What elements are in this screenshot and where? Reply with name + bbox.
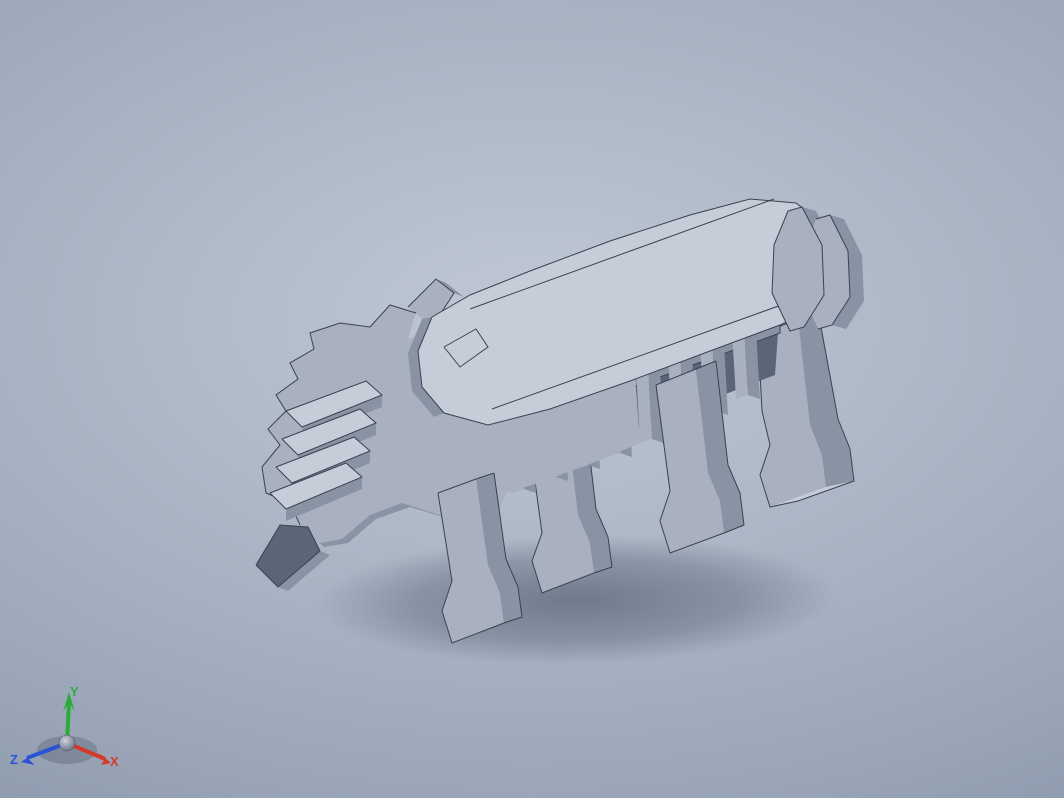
top-plate bbox=[408, 199, 852, 425]
body-ribs bbox=[506, 291, 760, 493]
leg-rear-left bbox=[656, 361, 744, 553]
axis-label-z: Z bbox=[10, 752, 18, 767]
leg-front-right bbox=[530, 425, 612, 593]
rhino-horn bbox=[256, 525, 320, 587]
mid-shelf bbox=[420, 280, 780, 451]
rear-slices bbox=[772, 207, 864, 331]
head-ribs bbox=[270, 381, 382, 521]
cad-viewport[interactable]: Y X Z bbox=[0, 0, 1064, 798]
orientation-triad: Y X Z bbox=[12, 688, 132, 788]
axis-label-x: X bbox=[110, 754, 119, 769]
axis-z bbox=[21, 743, 67, 765]
leg-rear-right bbox=[758, 311, 854, 507]
side-profile-near bbox=[256, 279, 640, 615]
leg-front-left bbox=[438, 473, 522, 643]
axis-x bbox=[67, 743, 111, 765]
axis-label-y: Y bbox=[70, 684, 79, 699]
rhino-model-svg bbox=[170, 95, 900, 655]
body-cavity bbox=[400, 245, 780, 485]
triad-svg bbox=[12, 688, 132, 788]
model-ground-shadow bbox=[178, 520, 963, 720]
axis-y bbox=[63, 692, 75, 743]
rhino-model bbox=[170, 95, 900, 655]
